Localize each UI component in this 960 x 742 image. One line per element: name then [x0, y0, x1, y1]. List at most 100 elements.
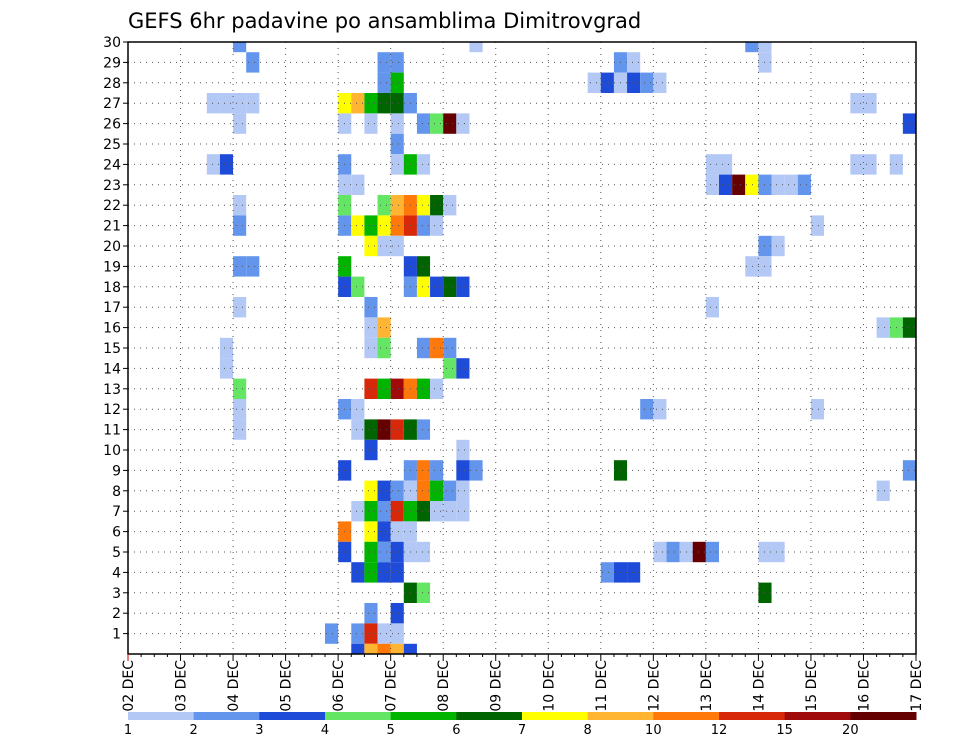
heatmap-cell [430, 501, 444, 522]
heatmap-cell [863, 93, 877, 114]
heatmap-cell [443, 276, 457, 297]
heatmap-cell [219, 154, 234, 175]
heatmap-cell [469, 42, 483, 53]
x-tick-label: 06 DEC [331, 660, 347, 712]
heatmap-cell [863, 154, 877, 175]
y-tick-label: 20 [103, 239, 121, 255]
heatmap-cell [233, 215, 247, 236]
heatmap-cell [233, 419, 247, 440]
heatmap-cell [377, 541, 391, 563]
heatmap-cell [390, 195, 404, 216]
heatmap-cell [364, 93, 378, 114]
heatmap-cell [653, 399, 667, 420]
heatmap-cell [666, 541, 680, 563]
heatmap-cell [246, 256, 260, 277]
heatmap-cell [416, 256, 431, 277]
legend-swatch [193, 712, 260, 720]
heatmap-cell [627, 52, 641, 73]
heatmap-cell [364, 603, 378, 624]
heatmap-cell [797, 174, 811, 195]
heatmap-cell [390, 235, 404, 257]
y-tick-label: 24 [103, 157, 121, 173]
y-tick-label: 15 [103, 341, 121, 357]
heatmap-cell [416, 337, 431, 359]
heatmap-cell [219, 337, 234, 359]
legend-label: 12 [711, 723, 728, 738]
x-tick-label: 09 DEC [489, 660, 505, 712]
heatmap-cell [430, 215, 444, 236]
heatmap-cell [390, 113, 404, 134]
heatmap-cell [377, 52, 391, 73]
x-tick-label: 16 DEC [856, 660, 872, 712]
heatmap-cell [351, 623, 365, 644]
heatmap-cell [233, 42, 247, 53]
heatmap-cell [416, 113, 431, 134]
heatmap-cell [390, 562, 404, 583]
y-tick-label: 23 [103, 178, 121, 194]
heatmap-cell [246, 52, 260, 73]
x-tick-label: 03 DEC [174, 660, 190, 712]
heatmap-cell [377, 235, 391, 257]
y-tick-label: 18 [103, 280, 121, 296]
heatmap-cell [443, 501, 457, 522]
heatmap-cell [745, 174, 759, 195]
heatmap-cell [364, 113, 378, 134]
heatmap-cell [403, 643, 417, 654]
heatmap-cell [430, 276, 444, 297]
heatmap-cell [364, 501, 378, 522]
legend-swatch [719, 712, 786, 720]
heatmap-cell [390, 52, 404, 73]
y-tick-label: 13 [103, 382, 121, 398]
heatmap-cell [745, 256, 759, 277]
legend-label: 15 [776, 723, 793, 738]
grid-lines [128, 42, 916, 654]
heatmap-cell [430, 480, 444, 501]
heatmap-cell [416, 195, 431, 216]
heatmap-cell [351, 276, 365, 297]
heatmap-cell [416, 276, 431, 297]
x-tick-label: 14 DEC [751, 660, 767, 712]
y-tick-label: 12 [103, 402, 121, 418]
heatmap-cell [902, 317, 916, 338]
heatmap-cell [902, 460, 916, 481]
heatmap-cell [206, 154, 220, 175]
heatmap-cell [456, 358, 470, 379]
y-tick-label: 3 [112, 586, 121, 602]
y-tick-label: 14 [103, 361, 121, 377]
y-tick-label: 10 [103, 443, 121, 459]
heatmap-cell [771, 174, 785, 195]
color-legend: 1 2 3 4 5 6 7 8 10 12 15 20 [124, 712, 917, 738]
legend-label: 3 [255, 723, 263, 738]
heatmap-cell [351, 419, 365, 440]
heatmap-cell [745, 42, 759, 53]
heatmap-cell [364, 521, 378, 542]
heatmap-cell [443, 337, 457, 359]
heatmap-cell [390, 501, 404, 522]
heatmap-cell [390, 521, 404, 542]
heatmap-cell [351, 562, 365, 583]
legend-swatch [390, 712, 457, 720]
x-tick-label: 12 DEC [646, 660, 662, 712]
legend-label: 1 [124, 723, 132, 738]
heatmap-cell [587, 72, 601, 93]
heatmap-cell [390, 541, 404, 563]
legend-swatch [850, 712, 917, 720]
heatmap-cell [377, 521, 391, 542]
heatmap-cell [246, 93, 260, 114]
heatmap-cell [456, 501, 470, 522]
heatmap-cell [351, 174, 365, 195]
x-tick-label: 05 DEC [279, 660, 295, 712]
y-tick-label: 5 [112, 545, 121, 561]
heatmap-cell [705, 541, 719, 563]
heatmap-cell [364, 378, 378, 399]
heatmap-cell [876, 317, 890, 338]
heatmap-cell [456, 460, 470, 481]
y-tick-label: 25 [103, 137, 121, 153]
heatmap-cell [456, 276, 470, 297]
y-tick-label: 4 [112, 565, 121, 581]
legend-label: 4 [321, 723, 329, 738]
heatmap-cell [758, 42, 772, 53]
y-tick-label: 17 [103, 300, 121, 316]
heatmap-cell [705, 174, 719, 195]
heatmap-cell [416, 215, 431, 236]
